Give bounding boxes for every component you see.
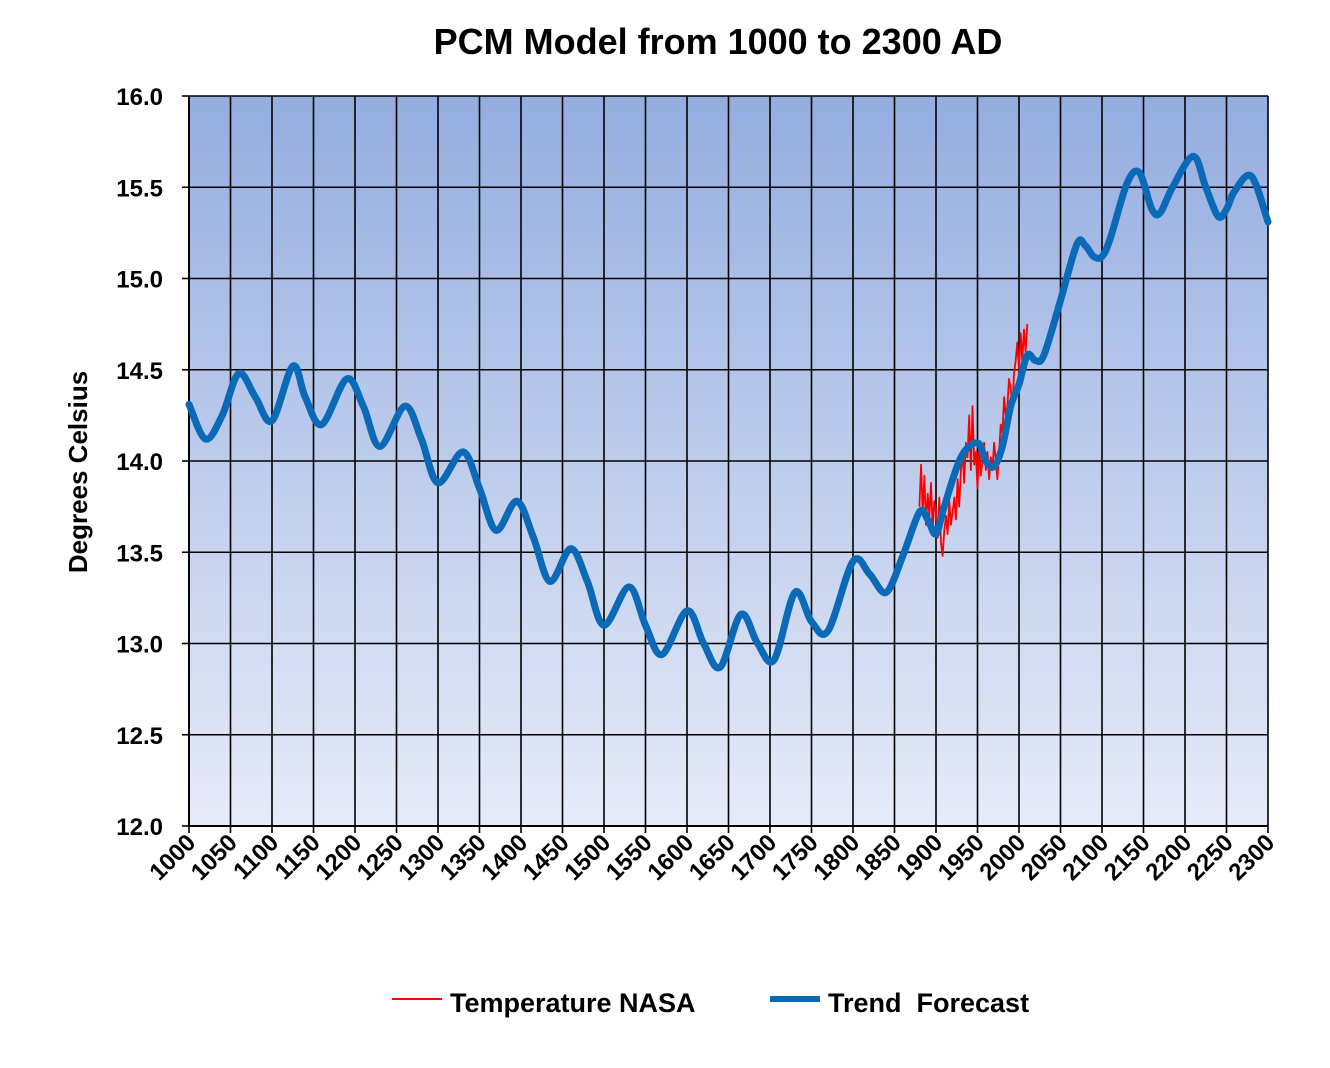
x-tick-label: 1700 [725,829,782,886]
x-tick-label: 2050 [1016,829,1073,886]
x-tick-label: 1100 [228,829,284,885]
axes [182,95,1269,833]
x-tick-labels: 1000105011001150120012501300135014001450… [144,829,1280,886]
legend-label-trend: Trend Forecast [828,988,1029,1018]
x-tick-label: 2250 [1182,829,1239,886]
x-tick-label: 1950 [933,829,990,886]
series-line-trend-forecast [185,152,1272,672]
x-tick-label: 2100 [1057,829,1114,886]
x-tick-label: 2300 [1223,829,1280,886]
x-tick-label: 1350 [435,829,492,886]
y-tick-label: 14.0 [116,449,163,476]
x-tick-label: 1650 [684,829,741,886]
y-tick-label: 15.5 [116,175,163,202]
x-tick-label: 1600 [642,829,699,886]
y-tick-label: 16.0 [116,84,163,111]
x-tick-label: 1400 [476,829,533,886]
x-tick-label: 1250 [352,829,409,886]
legend: Temperature NASA Trend Forecast [392,988,1029,1018]
y-tick-label: 13.5 [116,540,163,567]
y-tick-label: 14.5 [116,358,163,385]
y-tick-labels: 12.0 12.5 13.0 13.5 14.0 14.5 15.0 15.5 16.0 [116,84,163,841]
chart-title: PCM Model from 1000 to 2300 AD [434,21,1003,62]
x-tick-label: 2200 [1140,829,1197,886]
x-tick-label: 1550 [601,829,658,886]
x-tick-label: 1800 [808,829,865,886]
x-tick-label: 1500 [559,829,616,886]
x-tick-label: 2000 [974,829,1031,886]
y-tick-label: 12.0 [116,814,163,841]
y-axis-label: Degrees Celsius [63,371,93,573]
y-tick-label: 15.0 [116,267,163,294]
series [185,152,1272,672]
y-tick-label: 13.0 [116,632,163,659]
x-tick-label: 1150 [270,829,326,885]
legend-label-nasa: Temperature NASA [450,988,696,1018]
x-tick-label: 1850 [850,829,907,886]
x-tick-label: 2150 [1099,829,1156,886]
x-tick-label: 1750 [767,829,824,886]
x-tick-label: 1200 [310,829,367,886]
x-tick-label: 1050 [186,829,243,886]
x-tick-label: 1900 [891,829,948,886]
x-tick-label: 1450 [518,829,575,886]
x-tick-label: 1300 [393,829,450,886]
y-tick-label: 12.5 [116,723,163,750]
